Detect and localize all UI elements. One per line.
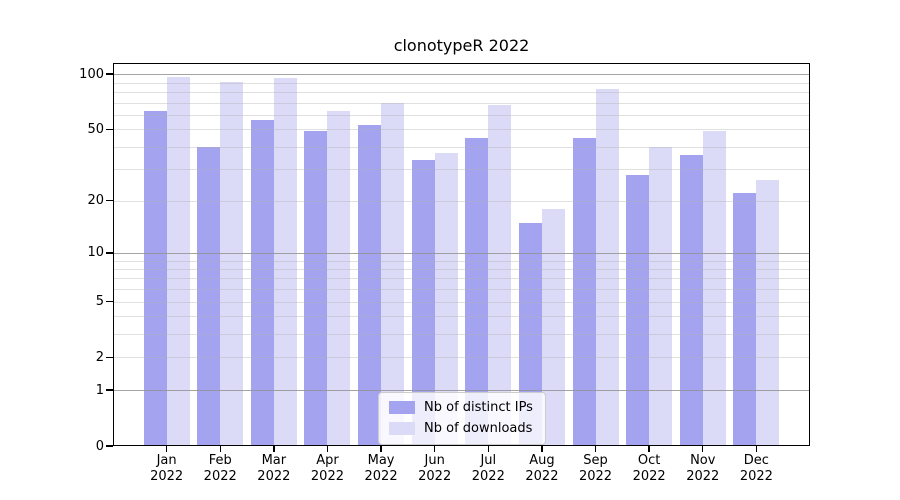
legend-item-distinct-ips: Nb of distinct IPs <box>389 399 533 416</box>
x-tick-label: Mar 2022 <box>257 453 291 484</box>
gridline <box>113 268 810 270</box>
bar-distinct-ips <box>143 110 167 446</box>
bar-distinct-ips <box>358 124 382 446</box>
plot-area <box>113 63 810 446</box>
gridline <box>113 200 810 202</box>
bars-layer <box>113 63 810 446</box>
gridline <box>113 278 810 280</box>
y-tick-label: 0 <box>95 438 104 454</box>
x-tick-mark <box>380 446 382 452</box>
bar-distinct-ips <box>679 155 703 446</box>
x-tick-mark <box>165 446 168 452</box>
bar-downloads <box>756 180 780 446</box>
bar-distinct-ips <box>250 120 274 446</box>
gridline <box>113 334 810 336</box>
bar-downloads <box>488 104 512 446</box>
x-tick-label: May 2022 <box>364 453 398 484</box>
x-tick-mark <box>541 446 543 452</box>
y-tick-mark <box>106 73 113 75</box>
bar-distinct-ips <box>518 222 542 446</box>
x-tick-mark <box>702 446 704 452</box>
y-tick-label: 50 <box>87 121 104 137</box>
bar-downloads <box>541 208 565 446</box>
bar-downloads <box>702 130 726 446</box>
x-tick-label: Apr 2022 <box>310 453 344 484</box>
x-tick-label: Nov 2022 <box>686 453 720 484</box>
y-tick-mark <box>106 445 113 447</box>
y-tick-label: 20 <box>87 193 104 209</box>
bar-downloads <box>166 77 190 446</box>
bar-distinct-ips <box>197 146 221 446</box>
y-tick-mark <box>106 300 113 303</box>
y-tick-label: 100 <box>79 66 104 82</box>
bar-distinct-ips <box>572 137 596 446</box>
x-tick-mark <box>594 446 597 452</box>
gridline <box>113 390 810 392</box>
x-tick-label: Feb 2022 <box>203 453 237 484</box>
y-tick-label: 5 <box>95 294 104 310</box>
gridline <box>113 357 810 359</box>
x-tick-label: Dec 2022 <box>739 453 773 484</box>
x-tick-mark <box>487 446 489 452</box>
x-tick-mark <box>326 446 329 452</box>
bar-distinct-ips <box>411 159 435 446</box>
bar-downloads <box>434 152 458 446</box>
bar-downloads <box>649 146 673 446</box>
x-tick-label: Jul 2022 <box>471 453 505 484</box>
legend-swatch-distinct-ips <box>389 401 415 414</box>
bar-downloads <box>327 110 351 446</box>
y-tick-label: 10 <box>87 245 104 261</box>
bar-distinct-ips <box>626 174 650 446</box>
bar-distinct-ips <box>733 193 757 446</box>
gridline <box>113 114 810 116</box>
y-tick-label: 2 <box>95 349 104 365</box>
legend-label-distinct-ips: Nb of distinct IPs <box>424 400 533 415</box>
bar-downloads <box>381 102 405 446</box>
gridline <box>113 129 810 131</box>
x-tick-mark <box>219 446 221 452</box>
x-tick-label: Jan 2022 <box>150 453 184 484</box>
bar-distinct-ips <box>304 130 328 446</box>
legend: Nb of distinct IPs Nb of downloads <box>378 392 546 445</box>
gridline <box>113 102 810 104</box>
chart-title: clonotypeR 2022 <box>393 36 530 55</box>
y-tick-mark <box>106 389 113 391</box>
x-tick-mark <box>755 446 758 452</box>
gridline <box>113 169 810 171</box>
x-tick-mark <box>648 446 650 452</box>
gridlines-layer <box>113 63 810 446</box>
x-tick-label: Sep 2022 <box>578 453 613 484</box>
gridline <box>113 146 810 148</box>
bar-downloads <box>220 81 244 446</box>
y-tick-mark <box>106 200 113 202</box>
y-tick-mark <box>106 252 113 254</box>
y-tick-mark <box>106 128 113 130</box>
x-tick-label: Jun 2022 <box>418 453 452 484</box>
x-tick-label: Aug 2022 <box>525 453 559 484</box>
gridline <box>113 82 810 84</box>
gridline <box>113 74 810 76</box>
x-tick-label: Oct 2022 <box>632 453 666 484</box>
gridline <box>113 301 810 303</box>
gridline <box>113 91 810 93</box>
gridline <box>113 252 810 254</box>
legend-swatch-downloads <box>389 422 415 435</box>
legend-label-downloads: Nb of downloads <box>424 421 533 436</box>
x-tick-mark <box>433 446 436 452</box>
y-tick-mark <box>106 356 113 359</box>
x-tick-mark <box>273 446 275 452</box>
bar-downloads <box>595 89 619 446</box>
gridline <box>113 289 810 291</box>
gridline <box>113 260 810 262</box>
bar-distinct-ips <box>465 137 489 446</box>
bar-downloads <box>273 78 297 446</box>
gridline <box>113 316 810 318</box>
y-tick-label: 1 <box>95 382 104 398</box>
legend-item-downloads: Nb of downloads <box>389 420 533 437</box>
